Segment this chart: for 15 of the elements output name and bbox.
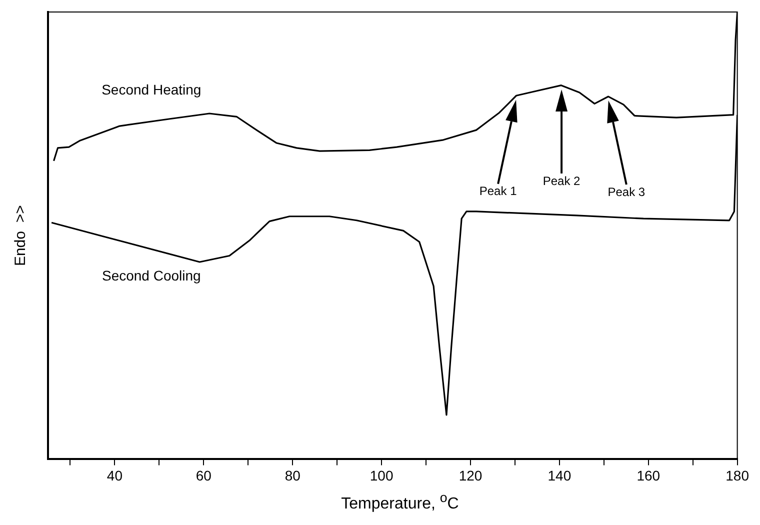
x-tick-label: 100: [370, 467, 394, 484]
series-label: Second Heating: [102, 82, 202, 98]
x-tick-label: 60: [196, 467, 212, 484]
x-tick-label: 40: [106, 467, 123, 484]
annotation: Peak 1: [479, 184, 518, 198]
x-tick-label: 160: [636, 467, 660, 484]
x-tick-label: 140: [548, 467, 572, 484]
y-axis-title: Endo >>: [12, 204, 30, 266]
series-label: Second Cooling: [102, 267, 201, 284]
x-axis-title: Temperature, $^{o}$C: [340, 489, 460, 514]
annotation: Peak 3: [608, 184, 646, 199]
x-tick-label: 120: [458, 467, 482, 484]
x-tick-label: 180: [726, 467, 750, 484]
annotation: Peak 2: [542, 174, 581, 188]
x-tick-label: 80: [284, 467, 301, 484]
